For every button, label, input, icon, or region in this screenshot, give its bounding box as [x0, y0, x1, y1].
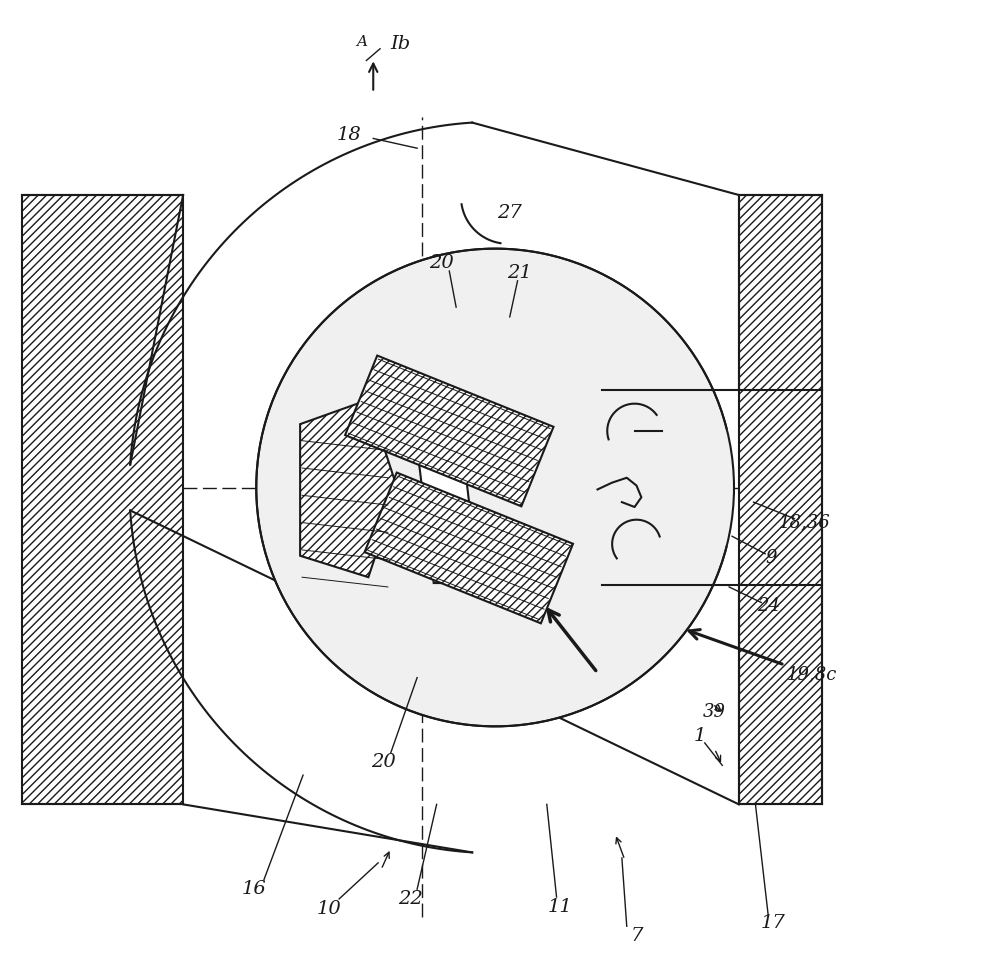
Text: 11: 11 [548, 898, 573, 916]
Text: 27: 27 [497, 204, 522, 221]
Polygon shape [300, 400, 398, 577]
Text: 10: 10 [317, 900, 342, 917]
Text: 39: 39 [703, 703, 726, 721]
Polygon shape [410, 392, 479, 583]
Text: Ib: Ib [390, 35, 411, 53]
Text: 20: 20 [371, 754, 395, 771]
Polygon shape [365, 473, 573, 623]
Bar [22, 195, 183, 804]
Text: 18: 18 [336, 126, 361, 143]
Bar [739, 195, 822, 804]
Text: 24: 24 [757, 598, 780, 615]
Text: A: A [356, 35, 367, 49]
Text: 1: 1 [694, 727, 706, 745]
Text: 19,8c: 19,8c [787, 666, 837, 683]
Text: 7: 7 [630, 927, 643, 945]
Text: 16: 16 [242, 880, 267, 898]
Text: 21: 21 [507, 264, 532, 282]
Text: 20: 20 [429, 254, 454, 272]
Polygon shape [345, 356, 554, 506]
Circle shape [256, 249, 734, 726]
Text: 22: 22 [398, 890, 423, 908]
Text: 18,36: 18,36 [778, 514, 830, 531]
Text: 17: 17 [761, 915, 785, 932]
Text: 9: 9 [765, 549, 777, 566]
